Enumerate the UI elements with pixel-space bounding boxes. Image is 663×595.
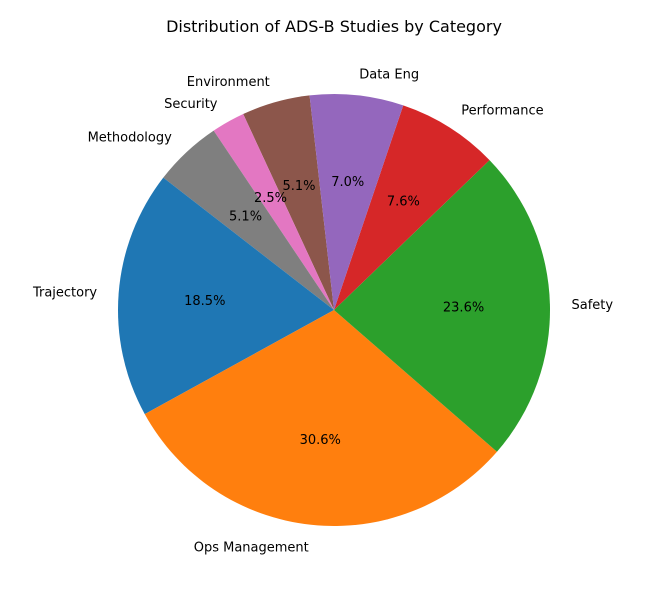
- slice-label-security: Security: [164, 97, 218, 112]
- slice-label-environment: Environment: [187, 75, 270, 90]
- slice-label-performance: Performance: [461, 103, 543, 118]
- slice-security: [213, 114, 334, 311]
- slice-ops-management: [144, 310, 497, 526]
- slice-pct-data-eng: 7.0%: [331, 175, 364, 190]
- slice-safety: [334, 160, 550, 452]
- slice-label-safety: Safety: [572, 298, 614, 313]
- slice-label-methodology: Methodology: [88, 130, 173, 145]
- slice-data-eng: [309, 94, 404, 311]
- slice-pct-safety: 23.6%: [443, 301, 484, 316]
- chart-title: Distribution of ADS-B Studies by Categor…: [166, 17, 502, 36]
- slice-performance: [334, 105, 490, 310]
- slice-environment: [243, 95, 334, 310]
- slice-methodology: [163, 130, 334, 310]
- slice-pct-trajectory: 18.5%: [184, 294, 225, 309]
- slice-trajectory: [118, 177, 334, 415]
- slice-label-ops-management: Ops Management: [194, 540, 309, 555]
- pie-labels: Environment 5.1% Security 2.5% Methodology 5.…: [32, 68, 613, 556]
- slice-pct-methodology: 5.1%: [229, 209, 262, 224]
- slice-label-data-eng: Data Eng: [359, 68, 419, 83]
- slice-pct-environment: 5.1%: [282, 179, 315, 194]
- slice-pct-performance: 7.6%: [387, 195, 420, 210]
- pie-slices: [118, 94, 550, 526]
- slice-label-trajectory: Trajectory: [32, 285, 97, 300]
- slice-pct-ops-management: 30.6%: [300, 433, 341, 448]
- slice-pct-security: 2.5%: [254, 191, 287, 206]
